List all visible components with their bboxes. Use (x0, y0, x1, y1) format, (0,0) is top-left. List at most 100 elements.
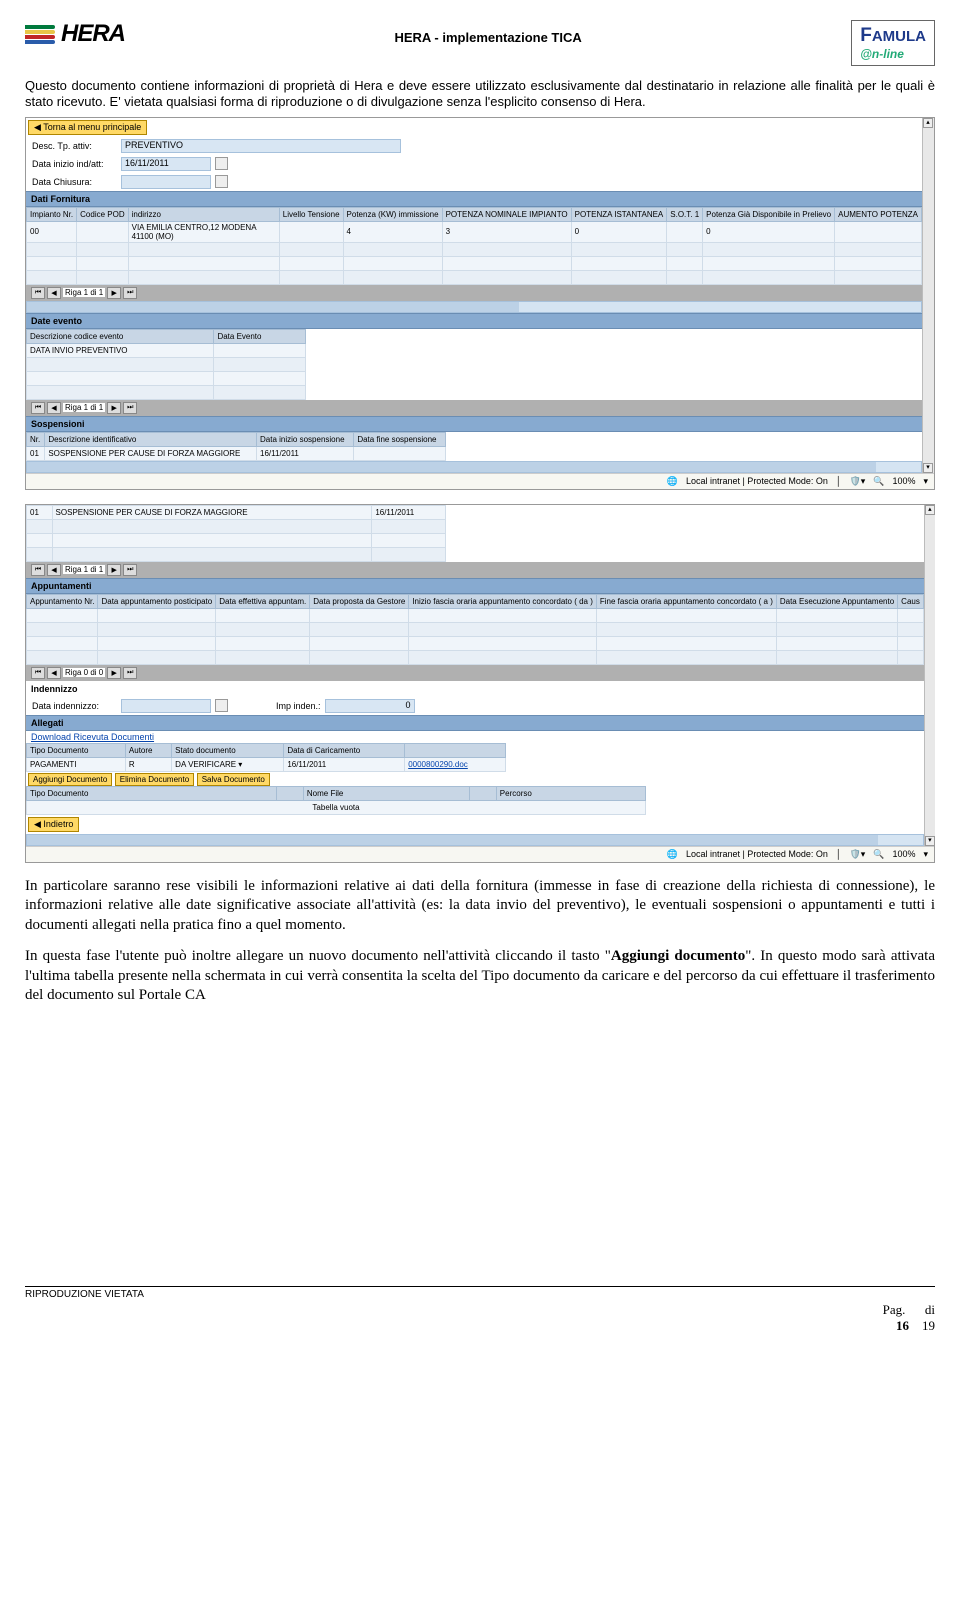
download-ricevuta-link[interactable]: Download Ricevuta Documenti (31, 732, 154, 742)
col-header: Inizio fascia oraria appuntamento concor… (409, 594, 597, 608)
col-header: Percorso (496, 786, 645, 800)
table-row (27, 650, 924, 664)
table-row (27, 636, 924, 650)
zoom-dropdown-icon[interactable]: ▾ (923, 476, 928, 487)
imp-inden-label: Imp inden.: (276, 701, 321, 711)
allegati-header: Allegati (26, 715, 924, 731)
pager-app[interactable]: ⏮◀ Riga 0 di 0 ▶⏭ (26, 665, 924, 681)
table-row: 01SOSPENSIONE PER CAUSE DI FORZA MAGGIOR… (27, 446, 446, 460)
evento-table: Descrizione codice eventoData Evento DAT… (26, 329, 306, 400)
col-header: Fine fascia oraria appuntamento concorda… (596, 594, 776, 608)
aggiungi-documento-button[interactable]: Aggiungi Documento (28, 773, 112, 786)
pager-fornitura[interactable]: ⏮◀ Riga 1 di 1 ▶⏭ (26, 285, 922, 301)
col-header: Appuntamento Nr. (27, 594, 98, 608)
h-scrollbar[interactable] (26, 301, 922, 313)
data-chiusura-label: Data Chiusura: (32, 177, 117, 187)
col-header: Impianto Nr. (27, 207, 77, 221)
status-zoom: 100% (892, 849, 915, 859)
upload-table: Tipo Documento Nome File Percorso Tabella … (26, 786, 646, 815)
date-evento-header: Date evento (26, 313, 922, 329)
pager-sosp2[interactable]: ⏮◀ Riga 1 di 1 ▶⏭ (26, 562, 924, 578)
status-intranet: Local intranet | Protected Mode: On (686, 476, 828, 486)
h-scrollbar[interactable] (26, 834, 924, 846)
pager-first-icon[interactable]: ⏮ (31, 287, 45, 299)
table-row (27, 270, 922, 284)
data-indennizzo-input[interactable] (121, 699, 211, 713)
table-row: 01SOSPENSIONE PER CAUSE DI FORZA MAGGIOR… (27, 505, 446, 519)
pager-last-icon[interactable]: ⏭ (123, 287, 137, 299)
table-row: DATA INVIO PREVENTIVO (27, 343, 306, 357)
page-header: HERA HERA - implementazione TICA FFAMULA… (25, 20, 935, 66)
scroll-up-icon[interactable]: ▴ (925, 505, 935, 515)
col-header: Data Evento (214, 329, 306, 343)
indennizzo-label: Indennizzo (26, 681, 924, 697)
col-header: Codice POD (77, 207, 128, 221)
paragraph-2: In questa fase l'utente può inoltre alle… (25, 947, 935, 1006)
col-header: Tipo Documento (27, 786, 277, 800)
legal-disclaimer: Questo documento contiene informazioni d… (25, 78, 935, 111)
scroll-down-icon[interactable]: ▾ (925, 836, 935, 846)
hera-logo: HERA (25, 20, 125, 48)
sospensioni-table-2: 01SOSPENSIONE PER CAUSE DI FORZA MAGGIOR… (26, 505, 446, 562)
pager-evento[interactable]: ⏮◀ Riga 1 di 1 ▶⏭ (26, 400, 922, 416)
status-bar: 🌐 Local intranet | Protected Mode: On │ … (26, 846, 934, 862)
col-header: Stato documento (172, 743, 284, 757)
desc-label: Desc. Tp. attiv: (32, 141, 117, 151)
col-header (470, 786, 497, 800)
pager-next-icon[interactable]: ▶ (107, 287, 121, 299)
col-header: indirizzo (128, 207, 279, 221)
table-row (27, 242, 922, 256)
tabella-vuota: Tabella vuota (27, 800, 646, 814)
status-zoom: 100% (892, 476, 915, 486)
col-header: Nr. (27, 432, 45, 446)
col-header: AUMENTO POTENZA (835, 207, 922, 221)
page-footer: RIPRODUZIONE VIETATA (25, 1287, 935, 1302)
status-intranet: Local intranet | Protected Mode: On (686, 849, 828, 859)
doc-link[interactable]: 0000800290.doc (408, 760, 468, 769)
table-row (27, 256, 922, 270)
table-row (27, 519, 446, 533)
col-header: Livello Tensione (279, 207, 343, 221)
data-indennizzo-label: Data indennizzo: (32, 701, 117, 711)
indietro-button[interactable]: ◀ Indietro (28, 817, 79, 832)
hera-logo-text: HERA (61, 20, 125, 48)
col-header: Nome File (303, 786, 469, 800)
col-header: Descrizione codice evento (27, 329, 214, 343)
table-row (27, 547, 446, 561)
col-header: POTENZA NOMINALE IMPIANTO (442, 207, 571, 221)
col-header: Data fine sospensione (354, 432, 446, 446)
h-scrollbar[interactable] (26, 461, 922, 473)
screenshot-1: ◀ Torna al menu principale Desc. Tp. att… (25, 117, 935, 490)
calendar-icon[interactable] (215, 175, 228, 188)
elimina-documento-button[interactable]: Elimina Documento (115, 773, 194, 786)
globe-icon: 🌐 (667, 849, 678, 860)
data-chiusura-input[interactable] (121, 175, 211, 189)
data-inizio-input[interactable]: 16/11/2011 (121, 157, 211, 171)
col-header (405, 743, 506, 757)
table-row (27, 608, 924, 622)
appuntamenti-header: Appuntamenti (26, 578, 924, 594)
desc-input[interactable]: PREVENTIVO (121, 139, 401, 153)
famula-logo: FFAMULAAMULA @n-line (851, 20, 935, 66)
col-header: Descrizione identificativo (45, 432, 257, 446)
status-bar: 🌐 Local intranet | Protected Mode: On │ … (26, 473, 934, 489)
calendar-icon[interactable] (215, 699, 228, 712)
calendar-icon[interactable] (215, 157, 228, 170)
appuntamenti-table: Appuntamento Nr.Data appuntamento postic… (26, 594, 924, 665)
pager-prev-icon[interactable]: ◀ (47, 287, 61, 299)
globe-icon: 🌐 (667, 476, 678, 487)
dati-fornitura-header: Dati Fornitura (26, 191, 922, 207)
sospensioni-header: Sospensioni (26, 416, 922, 432)
col-header: Data effettiva appuntam. (216, 594, 310, 608)
sospensioni-table: Nr.Descrizione identificativoData inizio… (26, 432, 446, 461)
scroll-up-icon[interactable]: ▴ (923, 118, 933, 128)
table-row: 00VIA EMILIA CENTRO,12 MODENA 41100 (MO)… (27, 221, 922, 242)
doc-title: HERA - implementazione TICA (394, 30, 581, 45)
salva-documento-button[interactable]: Salva Documento (197, 773, 270, 786)
col-header: Data inizio sospensione (257, 432, 354, 446)
col-header: Data di Caricamento (284, 743, 405, 757)
status-sep: │ (836, 476, 842, 486)
back-menu-button[interactable]: ◀ Torna al menu principale (28, 120, 147, 135)
imp-inden-input[interactable]: 0 (325, 699, 415, 713)
scroll-down-icon[interactable]: ▾ (923, 463, 933, 473)
